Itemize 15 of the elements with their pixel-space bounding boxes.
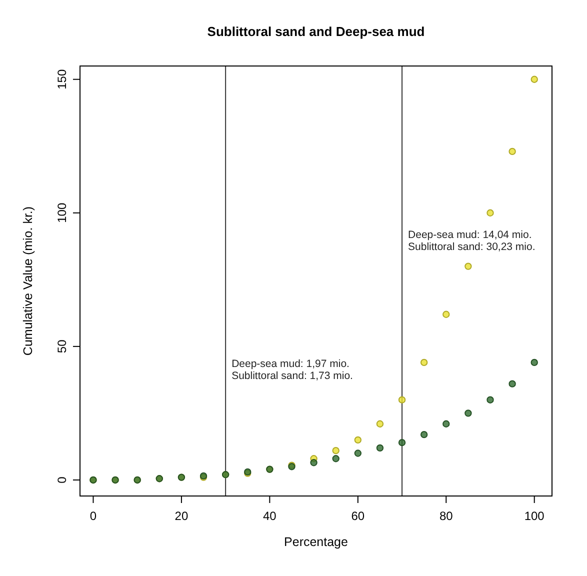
x-tick-label: 0 <box>90 509 97 523</box>
annotation: Deep-sea mud: 1,97 mio. Sublittoral sand: 1,73 mio. <box>232 358 353 382</box>
chart-title: Sublittoral sand and Deep-sea mud <box>207 24 425 39</box>
y-tick-label: 50 <box>55 339 69 354</box>
annotation: Deep-sea mud: 14,04 mio. Sublittoral sand: 30,23 mio. <box>408 229 536 253</box>
y-tick-label: 100 <box>55 202 69 223</box>
x-tick-label: 40 <box>263 509 277 523</box>
x-tick-label: 60 <box>351 509 365 523</box>
x-tick-label: 100 <box>524 509 545 523</box>
x-tick-label: 20 <box>174 509 188 523</box>
y-tick-label: 0 <box>55 476 69 484</box>
y-tick-label: 150 <box>55 69 69 90</box>
x-tick-label: 80 <box>439 509 454 523</box>
y-axis-title: Cumulative Value (mio. kr.) <box>21 206 35 356</box>
x-axis-title: Percentage <box>284 535 348 549</box>
